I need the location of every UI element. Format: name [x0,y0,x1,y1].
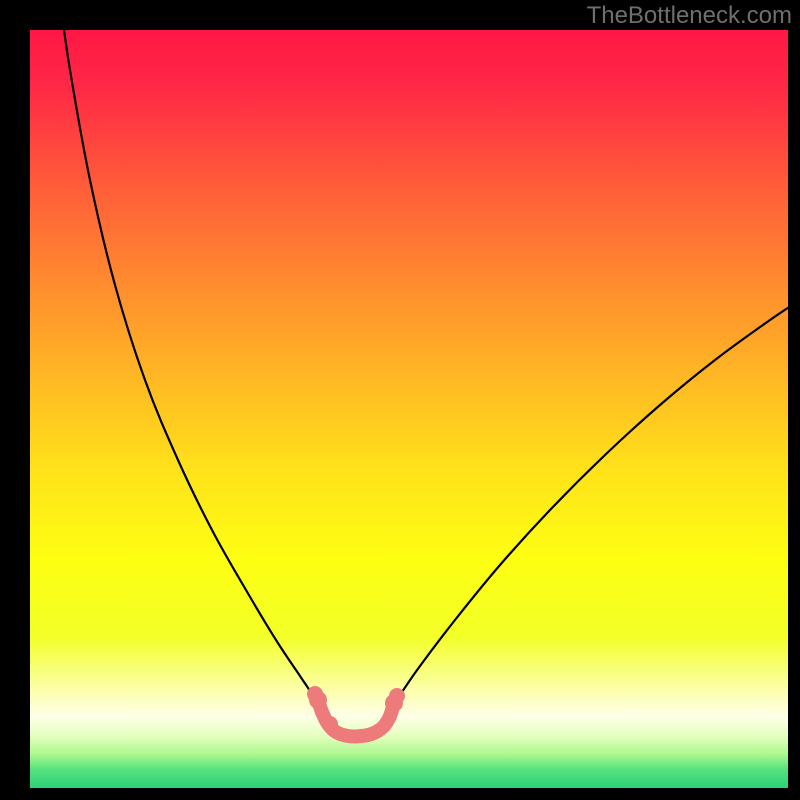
chart-plot-area [30,30,788,788]
attribution-label: TheBottleneck.com [587,2,792,30]
chart-overlay-svg [30,30,788,788]
trough-marker-dot [389,688,405,704]
curve-left-branch [60,30,320,707]
curve-right-branch [392,300,788,707]
trough-marker-dot [322,716,338,732]
trough-marker-dot [307,686,323,702]
